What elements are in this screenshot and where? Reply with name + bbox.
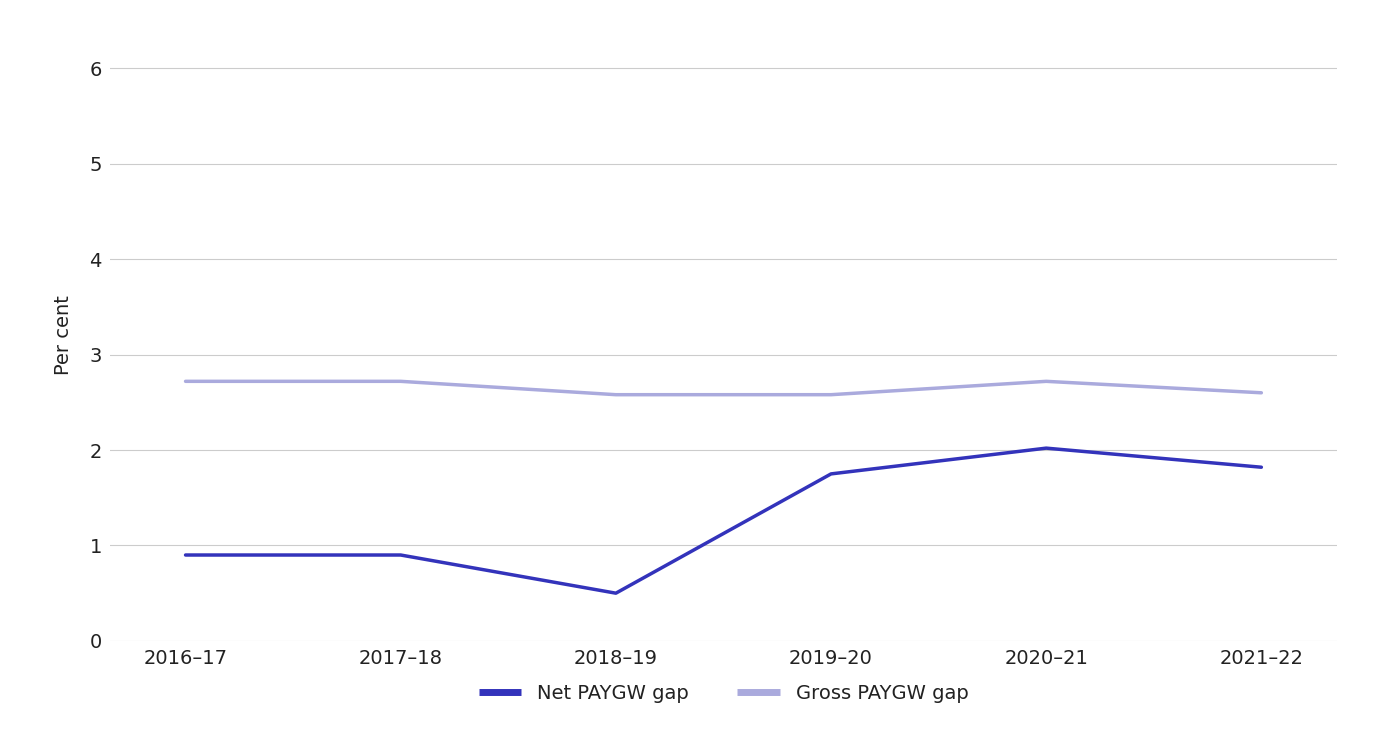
Y-axis label: Per cent: Per cent: [54, 296, 73, 375]
Legend: Net PAYGW gap, Gross PAYGW gap: Net PAYGW gap, Gross PAYGW gap: [471, 676, 976, 710]
